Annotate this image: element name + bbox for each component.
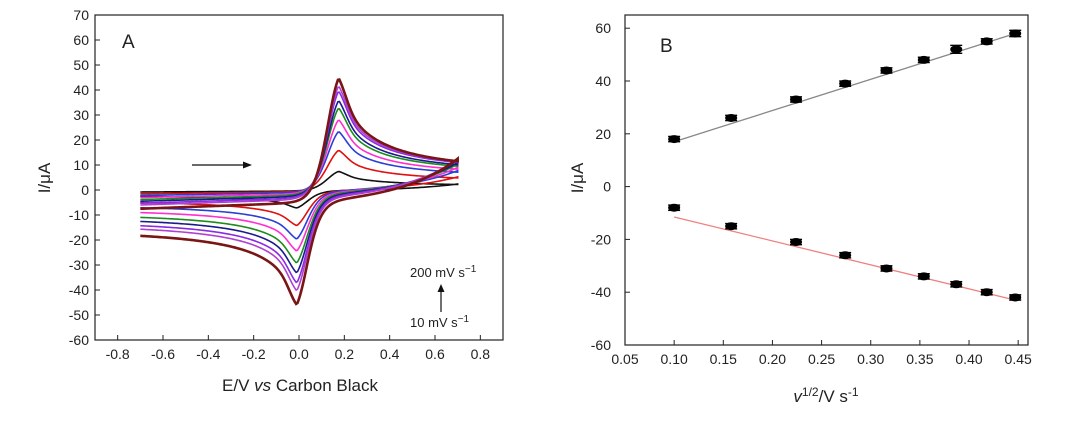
chart-b-ytick-label: 0 bbox=[603, 179, 611, 195]
chart-b-ytick-label: -20 bbox=[591, 231, 611, 247]
cv-curve bbox=[140, 119, 459, 252]
data-point bbox=[790, 95, 803, 104]
chart-b-ytick-label: 60 bbox=[595, 20, 611, 36]
chart-a-ytick-label: 10 bbox=[73, 157, 89, 173]
cv-curve bbox=[140, 78, 459, 306]
chart-a-ytick-label: -30 bbox=[69, 257, 89, 273]
chart-b-ytick-label: -60 bbox=[591, 337, 611, 353]
chart-a-panel-label: A bbox=[122, 32, 135, 53]
chart-b-xtick-label: 0.25 bbox=[808, 351, 835, 367]
data-point bbox=[1009, 293, 1022, 302]
chart-b-ytick-label: -40 bbox=[591, 284, 611, 300]
chart-b-ylabel: I/μA bbox=[568, 162, 587, 193]
chart-a-ytick-label: 30 bbox=[73, 107, 89, 123]
data-point bbox=[1009, 29, 1022, 38]
chart-a-xtick-label: 0.0 bbox=[289, 346, 309, 362]
chart-a-xtick-label: -0.4 bbox=[196, 346, 220, 362]
data-point bbox=[839, 251, 852, 260]
chart-a-xtick-label: -0.8 bbox=[106, 346, 130, 362]
scan-rate-arrow bbox=[437, 284, 445, 312]
data-point bbox=[725, 222, 738, 231]
chart-a-xtick-label: 0.2 bbox=[335, 346, 355, 362]
data-point bbox=[668, 135, 681, 144]
chart-b-frame bbox=[624, 14, 1029, 346]
chart-b-xlabel: v1/2/V s-1 bbox=[793, 385, 858, 406]
chart-a-xtick-label: -0.6 bbox=[151, 346, 175, 362]
chart-a-curves bbox=[140, 78, 459, 306]
chart-a-xlabel: E/V vs Carbon Black bbox=[222, 376, 378, 395]
cv-curve bbox=[140, 149, 459, 227]
data-point bbox=[880, 264, 893, 273]
chart-b-ytick-label: 40 bbox=[595, 73, 611, 89]
chart-b-panel-label: B bbox=[660, 36, 673, 57]
chart-a-xtick-label: -0.2 bbox=[242, 346, 266, 362]
chart-b-ytick-label: 20 bbox=[595, 126, 611, 142]
chart-a-ytick-label: -10 bbox=[69, 207, 89, 223]
chart-b-xtick-label: 0.10 bbox=[661, 351, 688, 367]
chart-b-fit-lines bbox=[673, 32, 1016, 301]
chart-a-ytick-label: -50 bbox=[69, 307, 89, 323]
chart-a-annotation-bottom: 10 mV s−1 bbox=[410, 314, 470, 330]
chart-a-xtick-label: 0.8 bbox=[471, 346, 491, 362]
data-point bbox=[950, 44, 963, 54]
data-point bbox=[980, 288, 993, 297]
data-point bbox=[950, 280, 963, 289]
chart-a-ytick-label: -20 bbox=[69, 232, 89, 248]
data-point bbox=[917, 55, 930, 64]
data-point bbox=[917, 272, 930, 281]
chart-a-xtick-label: 0.4 bbox=[380, 346, 400, 362]
data-point bbox=[980, 37, 993, 46]
data-point bbox=[725, 113, 738, 122]
chart-a-ylabel: I/μA bbox=[35, 162, 54, 193]
chart-b-xtick-label: 0.15 bbox=[710, 351, 737, 367]
chart-b: 0.05 0.10 0.15 0.20 0.25 0.30 0.35 0.40 0.45 -60 -… bbox=[568, 14, 1032, 406]
chart-b-xtick-label: 0.35 bbox=[906, 351, 933, 367]
data-point bbox=[839, 79, 852, 88]
chart-a-ytick-label: 60 bbox=[73, 32, 89, 48]
chart-a: -0.8 -0.6 -0.4 -0.2 0.0 0.2 0.4 0.6 0.8 -60 -50 -40… bbox=[35, 7, 504, 395]
data-point bbox=[668, 203, 681, 212]
chart-a-ytick-label: -60 bbox=[69, 332, 89, 348]
chart-a-ytick-label: 40 bbox=[73, 82, 89, 98]
chart-a-ytick-label: 70 bbox=[73, 7, 89, 23]
scan-direction-arrow bbox=[192, 161, 252, 169]
chart-b-xtick-label: 0.05 bbox=[611, 351, 638, 367]
cv-curve bbox=[140, 100, 459, 274]
chart-b-xtick-label: 0.45 bbox=[1005, 351, 1032, 367]
chart-a-ytick-label: -40 bbox=[69, 282, 89, 298]
chart-a-xtick-label: 0.6 bbox=[425, 346, 445, 362]
chart-b-xtick-label: 0.20 bbox=[759, 351, 786, 367]
chart-a-ytick-label: 50 bbox=[73, 57, 89, 73]
chart-a-annotation-top: 200 mV s−1 bbox=[410, 264, 477, 280]
chart-a-ytick-label: 0 bbox=[81, 182, 89, 198]
chart-b-xtick-label: 0.30 bbox=[857, 351, 884, 367]
data-point bbox=[880, 66, 893, 75]
chart-b-xtick-label: 0.40 bbox=[955, 351, 982, 367]
cv-curve bbox=[140, 91, 459, 284]
chart-a-ytick-label: 20 bbox=[73, 132, 89, 148]
data-point bbox=[790, 238, 803, 247]
cv-curve bbox=[140, 131, 459, 240]
chart-b-points bbox=[668, 29, 1022, 302]
